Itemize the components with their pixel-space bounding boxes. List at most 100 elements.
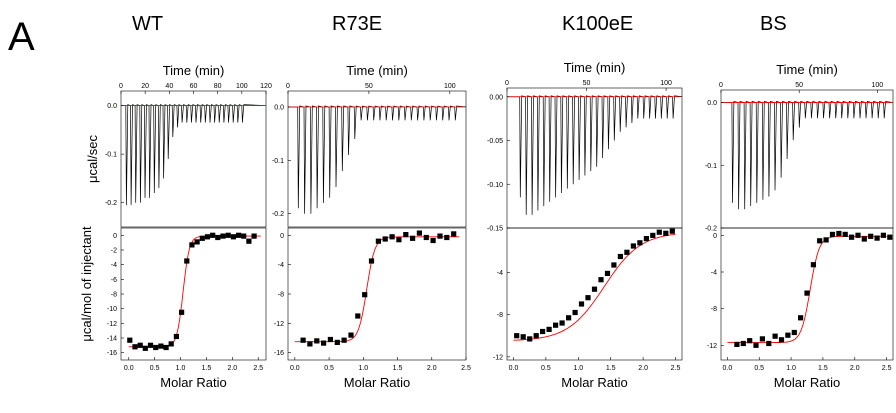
top-x-tick-label: 80 xyxy=(214,83,222,90)
data-point xyxy=(246,238,252,244)
raw-heat-trace xyxy=(721,101,894,210)
bottom-y-tick-label: -2 xyxy=(111,248,117,255)
bottom-y-tick-label: -16 xyxy=(107,350,117,357)
bottom-x-tick-label: 1.5 xyxy=(202,365,212,372)
data-point xyxy=(559,320,565,326)
data-point xyxy=(734,341,740,347)
data-point xyxy=(173,333,179,340)
data-point xyxy=(630,243,636,249)
data-point xyxy=(585,295,591,301)
bottom-y-tick-label: -16 xyxy=(274,350,284,357)
bottom-x-tick-label: 2.0 xyxy=(427,365,437,372)
bottom-y-tick-label: -4 xyxy=(711,270,717,277)
data-point xyxy=(759,336,765,342)
data-point xyxy=(236,232,242,238)
data-point xyxy=(591,286,598,292)
data-point xyxy=(798,315,804,321)
data-point xyxy=(829,231,836,237)
data-point xyxy=(624,249,630,255)
bottom-x-tick-label: 1.0 xyxy=(573,365,583,372)
top-y-tick-label: -0.10 xyxy=(487,182,503,189)
bottom-x-axis-label: Molar Ratio xyxy=(344,375,410,390)
data-point xyxy=(540,328,546,335)
top-plot-frame xyxy=(120,90,267,228)
data-point xyxy=(643,236,649,242)
data-point xyxy=(842,231,848,237)
panel-title: K100eE xyxy=(562,13,633,35)
bottom-y-tick-label: -12 xyxy=(493,354,503,361)
top-y-tick-label: -0.1 xyxy=(705,163,717,170)
raw-heat-trace xyxy=(507,95,683,215)
binding-fit-curve xyxy=(727,235,887,344)
data-point xyxy=(423,234,429,241)
top-x-axis-label: Time (min) xyxy=(163,63,225,78)
data-point xyxy=(153,344,159,351)
top-x-tick-label: 100 xyxy=(872,82,884,89)
bottom-x-axis-label: Molar Ratio xyxy=(160,375,226,390)
data-point xyxy=(184,258,190,264)
top-y-axis-label: μcal/sec xyxy=(85,135,100,183)
bottom-x-tick-label: 0.0 xyxy=(290,365,300,372)
data-point xyxy=(804,290,810,296)
binding-fit-curve xyxy=(128,235,261,348)
data-point xyxy=(849,234,855,240)
bottom-y-tick-label: 0 xyxy=(280,233,284,240)
data-point xyxy=(168,341,174,347)
itc-panel-r73e: R73E Time (min) 0 50 100 0.0 -0.1 -0.2 0.0 0.5 1.0… xyxy=(272,13,471,390)
bottom-x-tick-label: 0.5 xyxy=(324,365,334,372)
bottom-x-tick-label: 0.5 xyxy=(541,365,551,372)
bottom-x-tick-label: 1.5 xyxy=(606,365,616,372)
bottom-y-tick-label: -4 xyxy=(111,262,117,269)
top-x-tick-label: 0 xyxy=(505,80,509,87)
top-x-tick-label: 40 xyxy=(165,83,173,90)
bottom-y-tick-label: -8 xyxy=(111,292,117,299)
top-y-tick-label: 0.00 xyxy=(489,94,503,101)
bottom-y-tick-label: 0 xyxy=(713,233,717,240)
data-point xyxy=(437,233,443,239)
data-point xyxy=(158,343,164,349)
bottom-x-tick-label: 0.5 xyxy=(754,365,764,372)
top-y-tick-label: -0.1 xyxy=(272,158,284,165)
data-point xyxy=(527,336,533,342)
data-point xyxy=(355,313,361,319)
data-point xyxy=(327,336,333,343)
bottom-x-tick-label: 2.5 xyxy=(253,365,263,372)
data-point xyxy=(142,345,148,351)
bottom-y-tick-label: -6 xyxy=(111,277,117,284)
data-point xyxy=(132,344,138,350)
data-point xyxy=(368,258,375,264)
data-point xyxy=(137,342,143,348)
bottom-x-tick-label: 2.0 xyxy=(850,365,860,372)
data-point xyxy=(656,229,662,235)
data-point xyxy=(778,337,785,343)
data-point xyxy=(225,232,231,238)
bottom-x-tick-label: 1.5 xyxy=(818,365,828,372)
top-x-tick-label: 100 xyxy=(236,83,248,90)
itc-panel-bs: BS Time (min) 0 50 100 0.0 -0.1 -0.2 0.0 0.5 1.0 1.… xyxy=(705,13,894,390)
bottom-y-tick-label: -8 xyxy=(278,292,284,299)
data-point xyxy=(389,234,395,240)
data-point xyxy=(321,340,327,346)
panel-title: WT xyxy=(132,13,163,35)
top-y-tick-label: -0.2 xyxy=(105,200,117,207)
data-point xyxy=(341,337,347,343)
data-point xyxy=(533,333,539,339)
bottom-y-tick-label: -4 xyxy=(497,270,503,277)
data-point xyxy=(163,344,169,351)
bottom-x-tick-label: 2.5 xyxy=(461,365,471,372)
data-point xyxy=(650,232,656,238)
bottom-y-tick-label: -4 xyxy=(278,262,284,269)
data-point xyxy=(598,277,604,283)
bottom-y-tick-label: -8 xyxy=(711,306,717,313)
top-plot-frame xyxy=(287,90,467,228)
bottom-x-tick-label: 2.0 xyxy=(638,365,648,372)
bottom-x-tick-label: 1.0 xyxy=(176,365,186,372)
itc-panel-wt: WT Time (min) 0 20 40 60 80 100 120 0.0 -0.1 -0.2 μc… xyxy=(79,13,272,390)
top-x-tick-label: 100 xyxy=(660,80,672,87)
top-y-tick-label: -0.05 xyxy=(487,138,503,145)
data-point xyxy=(611,262,617,268)
data-point xyxy=(617,253,623,260)
data-point xyxy=(147,342,154,348)
panel-title: BS xyxy=(760,13,787,35)
